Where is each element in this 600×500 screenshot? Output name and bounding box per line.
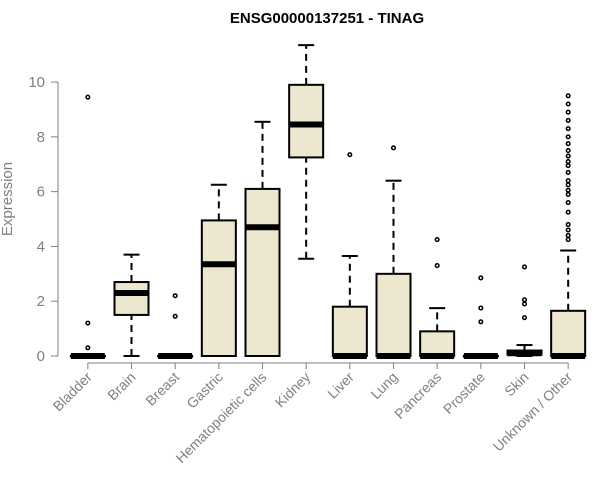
outlier-point: [390, 145, 397, 151]
outlier-point: [565, 237, 571, 243]
outlier-point: [85, 345, 91, 351]
x-tick-label: Brain: [104, 369, 138, 403]
boxplot-boxes: [69, 44, 587, 359]
y-tick-label: 6: [37, 184, 45, 201]
box-prostate: [462, 275, 499, 359]
outlier-point: [85, 94, 91, 100]
outlier-point: [434, 237, 440, 243]
x-tick-label: Unknown / Other: [490, 369, 576, 455]
y-tick-label: 2: [37, 293, 45, 310]
outlier-point: [347, 152, 353, 158]
outlier-point: [565, 191, 571, 197]
x-tick-label: Lung: [367, 369, 400, 402]
iqr-box: [375, 272, 412, 357]
outlier-point: [565, 221, 571, 228]
y-tick-label: 8: [37, 129, 45, 146]
outlier-point: [565, 232, 571, 239]
outlier-point: [565, 200, 571, 206]
outlier-point: [565, 182, 571, 188]
outlier-point: [85, 320, 91, 326]
box-breast: [157, 293, 194, 359]
x-tick-label: Pancreas: [391, 369, 444, 422]
box-unknown-other: [550, 93, 587, 359]
y-tick-label: 10: [28, 74, 45, 91]
outlier-point: [172, 313, 178, 319]
y-tick-label: 0: [37, 348, 45, 365]
outlier-point: [172, 293, 178, 299]
y-axis: 0 2 4 6 8 10: [28, 74, 59, 365]
y-axis-label: Expression: [0, 162, 16, 236]
x-tick-label: Skin: [501, 369, 532, 400]
outlier-point: [565, 169, 571, 176]
outlier-point: [521, 297, 528, 303]
outlier-point: [478, 305, 484, 311]
box-kidney: [288, 44, 325, 260]
box-pancreas: [419, 237, 456, 359]
x-tick-label: Bladder: [50, 369, 96, 415]
iqr-box: [331, 305, 368, 357]
outlier-point: [478, 319, 484, 325]
outlier-point: [565, 178, 571, 184]
outlier-point: [565, 141, 571, 147]
outlier-point: [565, 126, 571, 132]
outlier-point: [565, 148, 571, 154]
outlier-point: [565, 101, 571, 107]
outlier-point: [565, 153, 571, 159]
x-tick-label: Gastric: [183, 369, 226, 412]
box-brain: [113, 253, 150, 357]
outlier-point: [521, 301, 528, 307]
x-tick-label: Breast: [142, 369, 182, 409]
iqr-box: [113, 281, 150, 316]
iqr-box: [419, 330, 456, 358]
x-tick-label: Kidney: [272, 369, 314, 411]
outlier-point: [521, 264, 528, 270]
x-tick-label: Prostate: [440, 369, 488, 417]
box-hematopoietic-cells: [244, 120, 281, 357]
outlier-point: [565, 227, 571, 233]
x-tick-label: Liver: [324, 369, 357, 402]
iqr-box: [550, 309, 587, 358]
outlier-point: [521, 315, 528, 321]
outlier-point: [565, 209, 571, 215]
box-skin: [506, 264, 543, 357]
box-bladder: [69, 94, 106, 359]
outlier-point: [565, 93, 571, 99]
outlier-point: [565, 163, 571, 169]
outlier-point: [565, 117, 571, 123]
iqr-box: [244, 187, 281, 357]
outlier-point: [478, 275, 484, 281]
outlier-point: [565, 134, 571, 140]
iqr-box: [288, 83, 325, 159]
y-tick-label: 4: [37, 238, 45, 255]
iqr-box: [200, 219, 237, 357]
outlier-point: [434, 263, 440, 269]
box-lung: [375, 145, 412, 359]
chart-title: ENSG00000137251 - TINAG: [230, 10, 424, 27]
outlier-point: [565, 109, 571, 115]
box-gastric: [200, 183, 237, 357]
outlier-point: [565, 158, 571, 165]
outlier-point: [565, 187, 571, 193]
box-liver: [331, 152, 368, 359]
